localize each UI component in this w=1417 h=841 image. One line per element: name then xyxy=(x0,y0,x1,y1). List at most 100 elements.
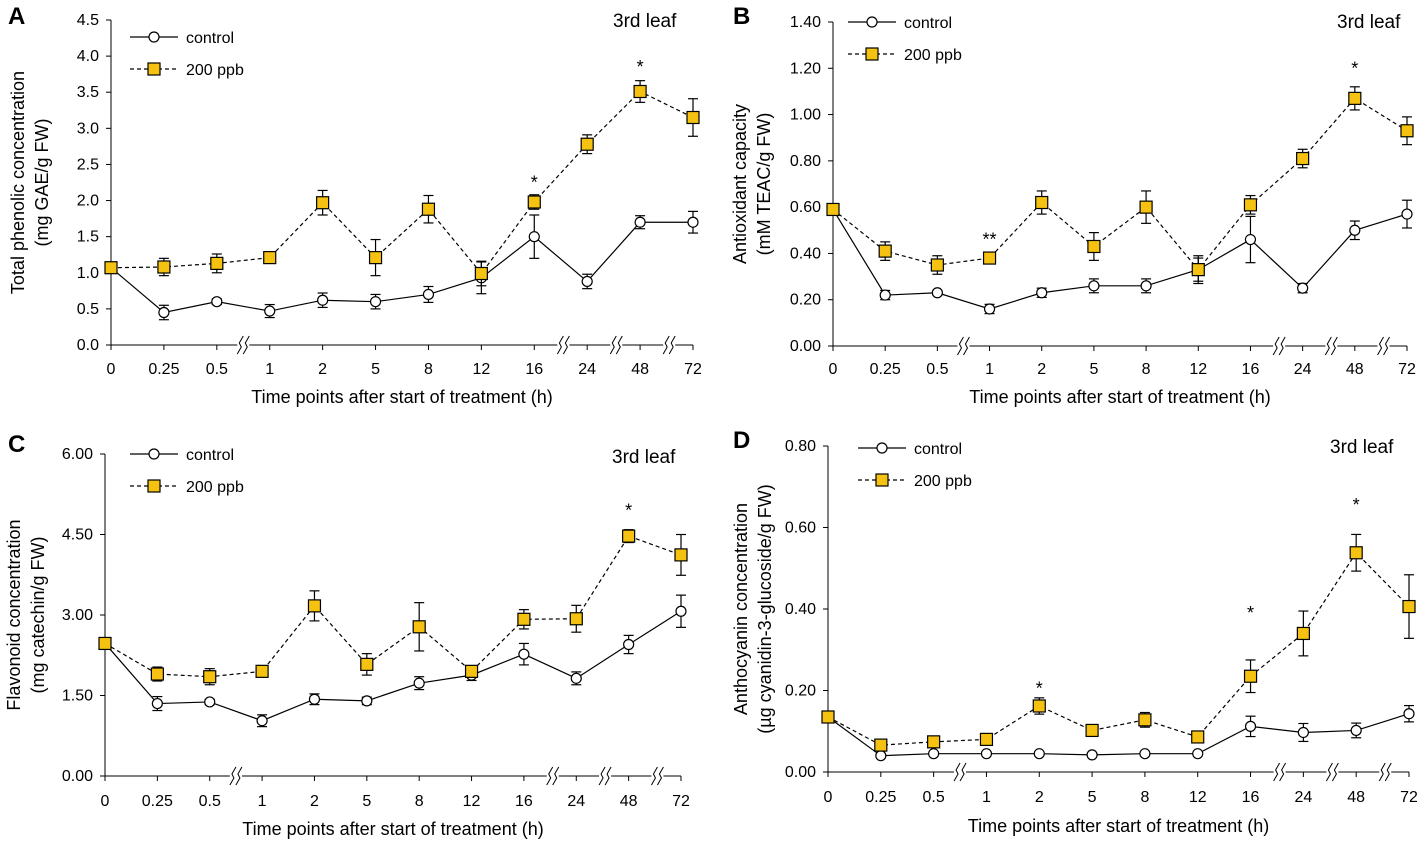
panel-c-y-axis-unit: (mg catechin/g FW) xyxy=(28,536,48,693)
panel-d-significance-mark: * xyxy=(1353,495,1360,515)
panel-c-x-tick-label: 24 xyxy=(567,793,585,810)
panel-d-legend-label-control: control xyxy=(914,441,962,458)
panel-b-x-tick-label: 8 xyxy=(1142,361,1151,378)
panel-a-legend-label-control: control xyxy=(186,30,234,47)
panel-b-x-tick-label: 2 xyxy=(1037,361,1046,378)
panel-b-legend-marker-treatment xyxy=(865,47,879,61)
panel-b-axis-break xyxy=(957,336,970,356)
panel-c-point-control xyxy=(623,638,635,651)
panel-c-letter: C xyxy=(8,431,25,458)
panel-b-x-tick-label: 24 xyxy=(1294,361,1312,378)
panel-a-legend-marker-control xyxy=(148,31,160,43)
panel-b-axis-break xyxy=(1272,336,1286,356)
panel-c-y-axis-title: Flavonoid concentration xyxy=(4,519,24,710)
panel-a-y-tick-label: 4.5 xyxy=(77,12,99,29)
panel-a-letter: A xyxy=(8,3,25,30)
panel-c-point-treatment xyxy=(255,664,269,678)
panel-c-point-control xyxy=(361,695,373,707)
panel-d-legend-label-treatment: 200 ppb xyxy=(914,473,972,490)
panel-b-axis-break xyxy=(1324,336,1338,356)
panel-a-point-control xyxy=(211,296,223,308)
panel-c-legend-label-control: control xyxy=(186,447,234,464)
panel-c-significance-mark: * xyxy=(625,500,632,520)
panel-b-x-tick-label: 0.25 xyxy=(870,361,901,378)
panel-b-point-control xyxy=(1349,224,1361,236)
panel-a-x-tick-label: 12 xyxy=(472,361,490,378)
panel-d-point-control xyxy=(1244,720,1257,732)
panel-b-axis-break xyxy=(1377,336,1390,356)
panel-b-point-control xyxy=(1140,280,1152,292)
panel-d-series-line-treatment xyxy=(827,551,1410,746)
panel-d-point-control xyxy=(1139,748,1151,760)
panel-a-point-control xyxy=(687,216,699,228)
panel-b-x-tick-label: 48 xyxy=(1346,361,1364,378)
panel-b-point-treatment xyxy=(826,202,840,217)
panel-b-point-treatment xyxy=(1348,91,1362,105)
panel-c-x-tick-label: 0.5 xyxy=(199,793,221,810)
panel-d-point-treatment xyxy=(1085,723,1099,738)
panel-b-point-treatment xyxy=(930,258,944,272)
panel-c-point-control xyxy=(413,677,425,689)
panel-b-point-control xyxy=(1297,282,1309,294)
panel-c-x-tick-label: 48 xyxy=(620,793,638,810)
panel-c-point-treatment xyxy=(98,636,112,651)
panel-d-point-treatment xyxy=(1349,546,1363,560)
panel-c-x-tick-label: 0 xyxy=(101,793,110,810)
panel-c-point-control xyxy=(675,605,687,617)
panel-b-series-line-treatment xyxy=(832,97,1408,271)
panel-d-y-axis-unit: (µg cyanidin-3-glucoside/g FW) xyxy=(755,484,775,733)
panel-b-series-line-control xyxy=(832,209,1408,310)
panel-a-point-treatment xyxy=(316,196,330,210)
panel-b-y-tick-label: 0.40 xyxy=(790,245,821,262)
panel-d-axis-break xyxy=(1273,762,1287,782)
panel-c-legend-marker-treatment xyxy=(147,479,161,493)
panel-d-x-tick-label: 0 xyxy=(824,789,833,806)
panel-c-axis-break xyxy=(229,766,243,786)
panel-d-x-tick-label: 72 xyxy=(1400,789,1417,806)
panel-b-x-tick-label: 72 xyxy=(1398,361,1416,378)
panel-a-point-treatment xyxy=(210,256,224,270)
panel-b-point-control xyxy=(983,303,996,315)
panel-d-point-treatment xyxy=(874,738,888,752)
panel-d-y-tick-label: 0.40 xyxy=(785,601,816,618)
panel-d-x-tick-label: 8 xyxy=(1140,789,1149,806)
panel-c-point-treatment xyxy=(360,657,374,671)
panel-b-point-treatment xyxy=(982,251,997,265)
panel-b-y-axis-title: Antioxidant capacity xyxy=(730,104,750,264)
panel-a-legend-label-treatment: 200 ppb xyxy=(186,62,244,79)
panel-a-y-axis-unit: (mg GAE/g FW) xyxy=(32,118,52,246)
panel-c-axis-break xyxy=(651,766,664,786)
panel-c-x-tick-label: 1 xyxy=(258,793,267,810)
panel-b-point-control xyxy=(931,287,943,299)
panel-d-point-treatment xyxy=(1296,626,1310,641)
panel-c-point-treatment xyxy=(203,670,217,684)
panel-c-point-treatment xyxy=(569,612,583,626)
panel-a-point-treatment xyxy=(474,266,488,281)
panel-d-y-tick-label: 0.20 xyxy=(785,683,816,700)
panel-d-y-tick-label: 0.00 xyxy=(785,764,816,781)
panel-b-point-treatment xyxy=(1243,198,1258,212)
panel-b-point-control xyxy=(879,289,891,301)
panel-d-significance-mark: * xyxy=(1036,678,1043,698)
panel-b-x-tick-label: 12 xyxy=(1189,361,1207,378)
panel-a-point-treatment xyxy=(580,137,594,151)
panel-d-point-treatment xyxy=(1243,669,1258,683)
panel-a-point-treatment xyxy=(104,261,118,275)
panel-c-point-treatment xyxy=(150,667,164,681)
panel-a-y-axis-title: Total phenolic concentration xyxy=(8,71,28,294)
panel-a-legend-marker-treatment xyxy=(147,62,161,76)
panel-c-point-treatment xyxy=(464,664,479,678)
panel-d-x-tick-label: 24 xyxy=(1294,789,1312,806)
panel-b-legend-marker-control xyxy=(866,16,878,28)
panel-d-point-control xyxy=(1350,724,1362,737)
panel-b-x-tick-label: 5 xyxy=(1089,361,1098,378)
panel-a-x-tick-label: 0 xyxy=(107,361,116,378)
panel-b-y-tick-label: 0.80 xyxy=(790,153,821,170)
panel-a-leaf-label: 3rd leaf xyxy=(613,11,677,32)
panel-d-point-treatment xyxy=(979,732,994,747)
panel-b-point-treatment xyxy=(1400,124,1414,138)
panel-a-point-control xyxy=(369,296,382,308)
panel-a-x-tick-label: 8 xyxy=(424,361,433,378)
panel-c-point-control xyxy=(256,715,268,727)
